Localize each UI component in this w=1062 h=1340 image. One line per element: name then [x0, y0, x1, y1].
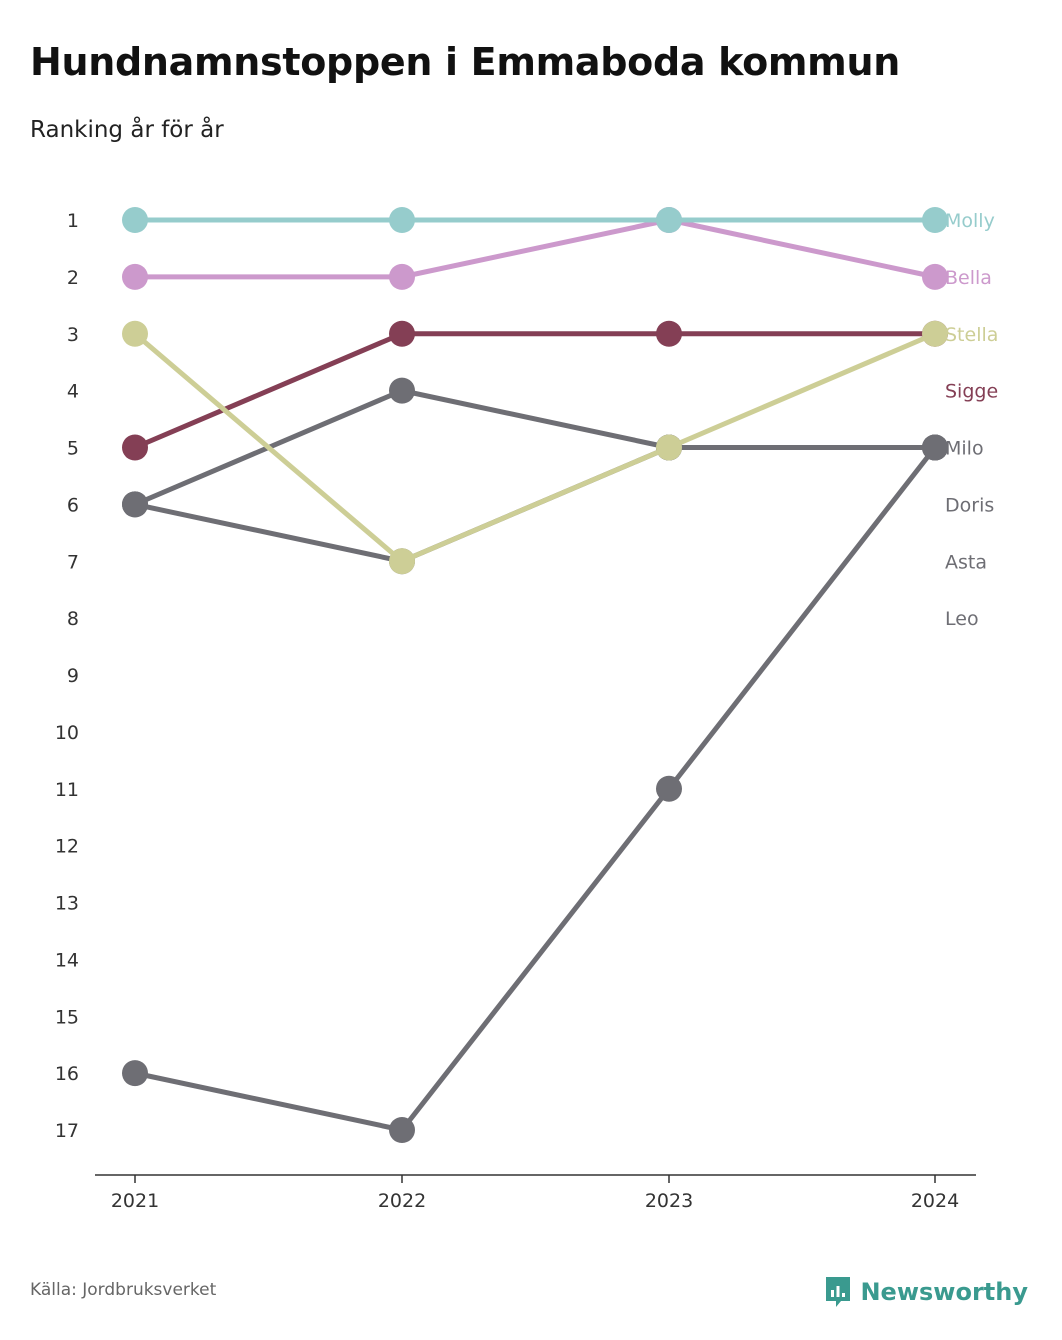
x-tick-label: 2024	[911, 1190, 959, 1212]
y-tick-label: 11	[55, 779, 79, 801]
x-tick-label: 2021	[111, 1190, 159, 1212]
data-point	[122, 434, 148, 461]
data-point	[389, 548, 415, 575]
series-label: Bella	[945, 267, 992, 289]
series-line	[132, 331, 938, 450]
data-point	[389, 320, 415, 347]
data-point	[389, 1117, 415, 1143]
series-line	[132, 331, 938, 564]
y-tick-label: 8	[67, 608, 79, 630]
x-tick-label: 2022	[378, 1190, 426, 1212]
y-tick-label: 14	[55, 949, 79, 971]
series-label: Sigge	[945, 381, 998, 403]
y-tick-label: 4	[67, 381, 79, 403]
series-label: Molly	[945, 210, 995, 232]
brand-logo: Newsworthy	[824, 1275, 1028, 1309]
series-sigge	[122, 320, 948, 461]
brand-name: Newsworthy	[860, 1278, 1028, 1306]
y-tick-label: 13	[55, 893, 79, 915]
series-leo	[122, 434, 948, 1143]
series-label: Asta	[945, 551, 987, 573]
y-tick-label: 1	[67, 210, 79, 232]
data-point	[389, 207, 415, 233]
series-labels: Molly Bella Stella Sigge Milo Doris Asta Leo	[945, 210, 998, 630]
y-tick-label: 3	[67, 324, 79, 346]
data-point	[122, 263, 148, 290]
data-point	[922, 263, 948, 290]
series-stella	[122, 320, 948, 575]
newsworthy-logo-icon	[826, 1277, 851, 1307]
y-tick-label: 9	[67, 665, 79, 687]
chart-subtitle: Ranking år för år	[30, 117, 224, 143]
data-point	[656, 320, 682, 347]
data-point	[922, 320, 948, 347]
series-label: Stella	[945, 324, 998, 346]
y-tick-label: 2	[67, 267, 79, 289]
series-label: Leo	[945, 608, 979, 630]
chart-title: Hundnamnstoppen i Emmaboda kommun	[30, 40, 900, 84]
y-tick-label: 17	[55, 1120, 79, 1142]
data-point	[656, 775, 682, 802]
data-point	[122, 491, 148, 518]
data-point	[389, 263, 415, 290]
data-point	[122, 1060, 148, 1087]
series-milo	[656, 434, 948, 461]
y-tick-label: 10	[55, 722, 79, 744]
x-tick-label: 2023	[645, 1190, 693, 1212]
data-point	[656, 207, 682, 233]
data-point	[389, 377, 415, 404]
series-label: Doris	[945, 494, 994, 516]
series-molly	[122, 207, 948, 233]
y-tick-label: 5	[67, 438, 79, 460]
y-tick-label: 16	[55, 1063, 79, 1085]
data-point	[656, 434, 682, 461]
series-label: Milo	[945, 438, 984, 460]
y-tick-label: 12	[55, 836, 79, 858]
data-point	[922, 434, 948, 461]
data-point	[122, 320, 148, 347]
source-note: Källa: Jordbruksverket	[30, 1280, 217, 1300]
x-axis: 2021 2022 2023 2024	[95, 1174, 976, 1212]
series-line	[132, 217, 938, 280]
series-line	[132, 445, 938, 1133]
y-tick-label: 15	[55, 1006, 79, 1028]
y-tick-label: 6	[67, 494, 79, 516]
data-point	[122, 207, 148, 233]
y-tick-label: 7	[67, 551, 79, 573]
data-point	[922, 207, 948, 233]
